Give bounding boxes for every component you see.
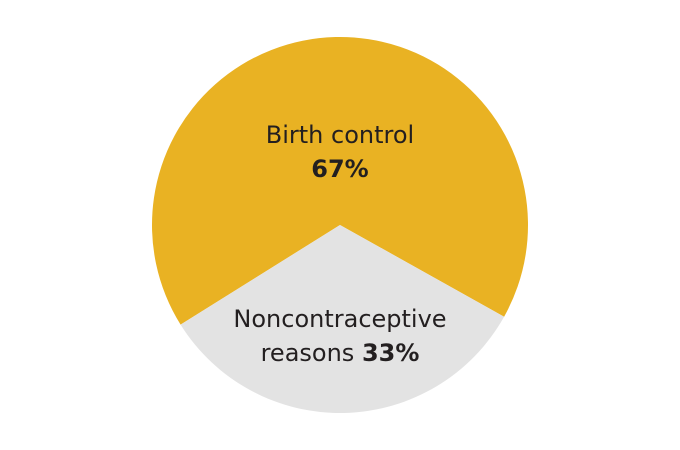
pie-slice <box>151 36 528 325</box>
value-label: 33% <box>361 339 420 367</box>
category-label: Noncontraceptive reasons <box>233 305 447 367</box>
value-label: 67% <box>311 155 369 183</box>
category-label: Birth control <box>265 121 415 149</box>
slice-label: Noncontraceptive reasons 33% <box>220 302 460 370</box>
pie-slice <box>180 225 505 413</box>
slice-label: Birth control 67% <box>220 118 460 186</box>
